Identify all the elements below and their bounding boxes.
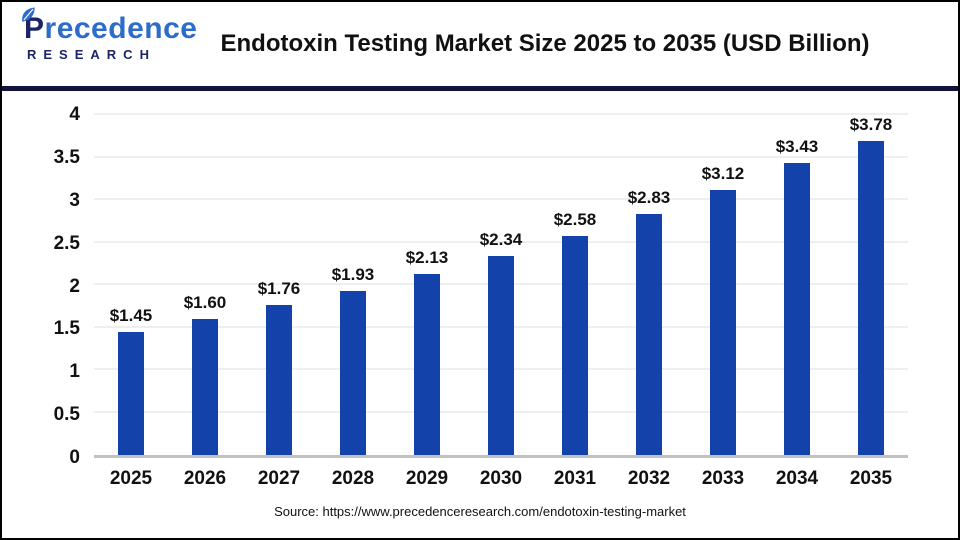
bar-2034 [784, 163, 810, 455]
header-divider [2, 86, 958, 91]
x-axis-label: 2034 [775, 468, 819, 489]
bar-value-label: $2.83 [627, 188, 671, 208]
plot-area: $1.45 $1.60 $1.76 $1.93 $2.13 $2.34 $2.58 $2.83… [94, 113, 908, 458]
bar-2032 [636, 214, 662, 455]
chart-area: 0 0.5 1 1.5 2 2.5 3 3.5 4 $1.45 $1.60 $1.76 $1.93 $2… [2, 91, 958, 490]
x-axis-label: 2029 [405, 468, 449, 489]
x-axis-label: 2028 [331, 468, 375, 489]
bar-value-label: $3.43 [775, 137, 819, 157]
logo-wordmark: Precedence [22, 7, 198, 45]
bar-2028 [340, 290, 366, 455]
logo-letter-p: P [22, 7, 45, 45]
leaf-icon [22, 7, 35, 22]
bar-value-label: $3.78 [849, 115, 893, 134]
x-axis-label: 2033 [701, 468, 745, 489]
y-tick-label: 2.5 [53, 232, 80, 254]
bar-slot: $1.45 [94, 115, 168, 455]
bar-2025 [118, 331, 144, 455]
y-tick-label: 0 [69, 447, 80, 468]
bar-value-label: $1.93 [331, 264, 375, 284]
x-axis-label: 2031 [553, 468, 597, 489]
bar-slot: $3.43 [760, 115, 834, 455]
bar-2031 [562, 235, 588, 455]
y-tick-label: 3 [69, 189, 80, 211]
bar-2030 [488, 256, 514, 455]
logo-subtitle: RESEARCH [27, 47, 156, 62]
y-tick-label: 2 [69, 275, 80, 297]
bar-value-label: $1.76 [257, 279, 301, 299]
y-axis: 0 0.5 1 1.5 2 2.5 3 3.5 4 [2, 105, 94, 468]
bar-2027 [266, 305, 292, 455]
bar-slot: $2.83 [612, 115, 686, 455]
bar-value-label: $2.13 [405, 247, 449, 267]
bar-slot: $3.78 [834, 115, 908, 455]
x-axis: 2025 2026 2027 2028 2029 2030 2031 2032 2033 2034… [94, 468, 908, 490]
x-axis-label: 2025 [109, 468, 153, 489]
header: Precedence RESEARCH Endotoxin Testing Ma… [2, 2, 958, 86]
bar-value-label: $1.45 [109, 305, 153, 325]
x-axis-label: 2030 [479, 468, 523, 489]
bar-value-label: $2.58 [553, 209, 597, 229]
x-axis-label: 2026 [183, 468, 227, 489]
bar-2035 [858, 141, 884, 455]
chart-title: Endotoxin Testing Market Size 2025 to 20… [220, 30, 870, 57]
x-axis-label: 2027 [257, 468, 301, 489]
y-tick-label: 1.5 [53, 318, 80, 340]
bar-slot: $1.76 [242, 115, 316, 455]
x-axis-label: 2035 [849, 468, 893, 489]
x-axis-label: 2032 [627, 468, 671, 489]
gridline [94, 198, 908, 200]
gridline [94, 113, 908, 115]
bars: $1.45 $1.60 $1.76 $1.93 $2.13 $2.34 $2.58 $2.83… [94, 115, 908, 455]
gridline [94, 240, 908, 243]
logo-name-rest: recedence [44, 12, 198, 45]
y-tick-label: 3.5 [53, 146, 80, 168]
bar-2029 [414, 273, 440, 455]
bar-value-label: $2.34 [479, 230, 523, 250]
y-tick-label: 4 [69, 104, 80, 125]
bar-slot: $1.60 [168, 115, 242, 455]
precedence-research-logo: Precedence RESEARCH [22, 7, 198, 62]
bar-slot: $2.34 [464, 115, 538, 455]
bar-slot: $3.12 [686, 115, 760, 455]
bar-slot: $2.58 [538, 115, 612, 455]
bar-slot: $1.93 [316, 115, 390, 455]
gridline [94, 155, 908, 158]
bar-slot: $2.13 [390, 115, 464, 455]
bar-value-label: $1.60 [183, 293, 227, 312]
y-tick-label: 0.5 [53, 404, 80, 426]
y-tick-label: 1 [69, 361, 80, 383]
bar-2026 [192, 319, 218, 455]
source-line: Source: https://www.precedenceresearch.c… [274, 504, 686, 519]
bar-value-label: $3.12 [701, 163, 745, 183]
bar-2033 [710, 189, 736, 455]
